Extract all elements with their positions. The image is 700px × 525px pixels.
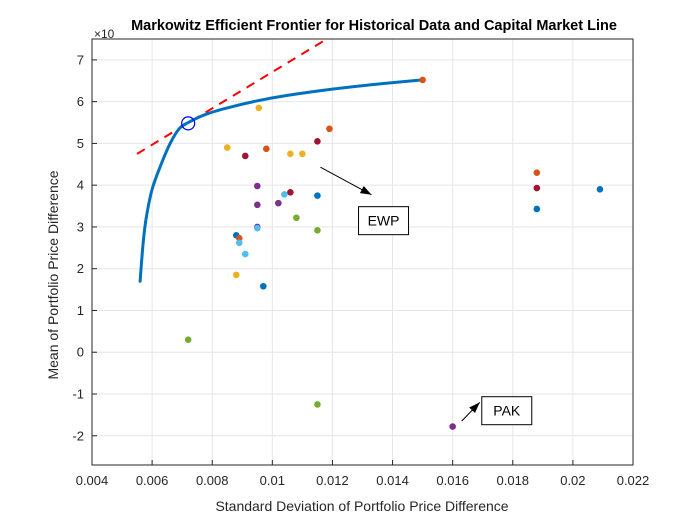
y-tick-label: 0 <box>77 345 84 360</box>
asset-point <box>254 182 261 190</box>
asset-point <box>241 250 249 258</box>
asset-point <box>596 186 604 193</box>
asset-point <box>235 239 243 247</box>
y-tick-label: -2 <box>72 428 84 443</box>
asset-point <box>299 150 306 158</box>
asset-point <box>287 150 294 158</box>
y-tick-label: 7 <box>77 52 84 67</box>
x-tick-label: 0.004 <box>76 473 109 488</box>
capital-market-line <box>136 40 324 155</box>
asset-point <box>254 224 261 232</box>
x-tick-label: 0.022 <box>617 473 650 488</box>
asset-point <box>260 282 267 290</box>
asset-point <box>314 192 321 199</box>
asset-point <box>263 145 270 153</box>
plot-frame <box>91 38 634 466</box>
y-tick-label: 4 <box>77 178 84 193</box>
asset-point <box>232 271 240 279</box>
asset-point <box>254 201 261 209</box>
x-tick-label: 0.006 <box>136 473 169 488</box>
y-tick-label: 6 <box>77 94 84 109</box>
asset-point <box>533 169 541 176</box>
x-axis-label: Standard Deviation of Portfolio Price Di… <box>215 498 508 514</box>
y-axis-label: Mean of Portfolio Price Difference <box>45 170 61 379</box>
asset-point <box>326 125 333 133</box>
x-tick-label: 0.012 <box>316 473 349 488</box>
asset-point <box>314 226 321 234</box>
annotations: EWP PAK <box>320 166 533 426</box>
asset-point <box>293 214 300 222</box>
asset-point <box>314 138 321 145</box>
asset-point <box>275 199 282 207</box>
y-tick-label: 3 <box>77 219 84 234</box>
y-exponent-label: ×10 <box>94 27 115 41</box>
x-tick-label: 0.01 <box>260 473 285 488</box>
x-tick-label: 0.02 <box>560 473 585 488</box>
y-tick-label: -1 <box>72 387 84 402</box>
asset-point <box>314 401 321 408</box>
asset-point <box>419 76 426 84</box>
y-tick-label: 1 <box>77 303 84 318</box>
asset-point <box>449 423 456 430</box>
series-layer <box>136 40 604 430</box>
ticks: 0.004 0.006 0.008 0.01 0.012 0.014 0.016 0.018 0… <box>72 52 649 488</box>
plot-area <box>92 39 633 465</box>
x-tick-label: 0.008 <box>196 473 229 488</box>
asset-point <box>235 234 243 242</box>
asset-point <box>287 188 294 196</box>
asset-point <box>184 336 192 344</box>
annotation-arrowhead <box>469 402 480 414</box>
asset-point <box>281 191 288 198</box>
asset-point <box>533 205 541 213</box>
y-tick-label: 5 <box>77 136 84 151</box>
asset-point <box>241 152 249 160</box>
tangency-portfolio-marker <box>181 116 196 131</box>
efficient-frontier-line <box>138 78 425 283</box>
annotation-arrowhead <box>359 186 372 195</box>
asset-point <box>533 184 541 192</box>
asset-point <box>255 104 263 112</box>
annotation-box <box>481 396 533 426</box>
annotation-label: EWP <box>368 213 400 229</box>
annotation-label: PAK <box>493 403 521 419</box>
x-tick-label: 0.014 <box>376 473 409 488</box>
x-tick-label: 0.016 <box>436 473 469 488</box>
annotation-box <box>358 206 410 236</box>
chart-title: Markowitz Efficient Frontier for Histori… <box>131 18 617 34</box>
asset-point <box>223 144 231 151</box>
y-tick-label: 2 <box>77 261 84 276</box>
x-tick-label: 0.018 <box>497 473 530 488</box>
